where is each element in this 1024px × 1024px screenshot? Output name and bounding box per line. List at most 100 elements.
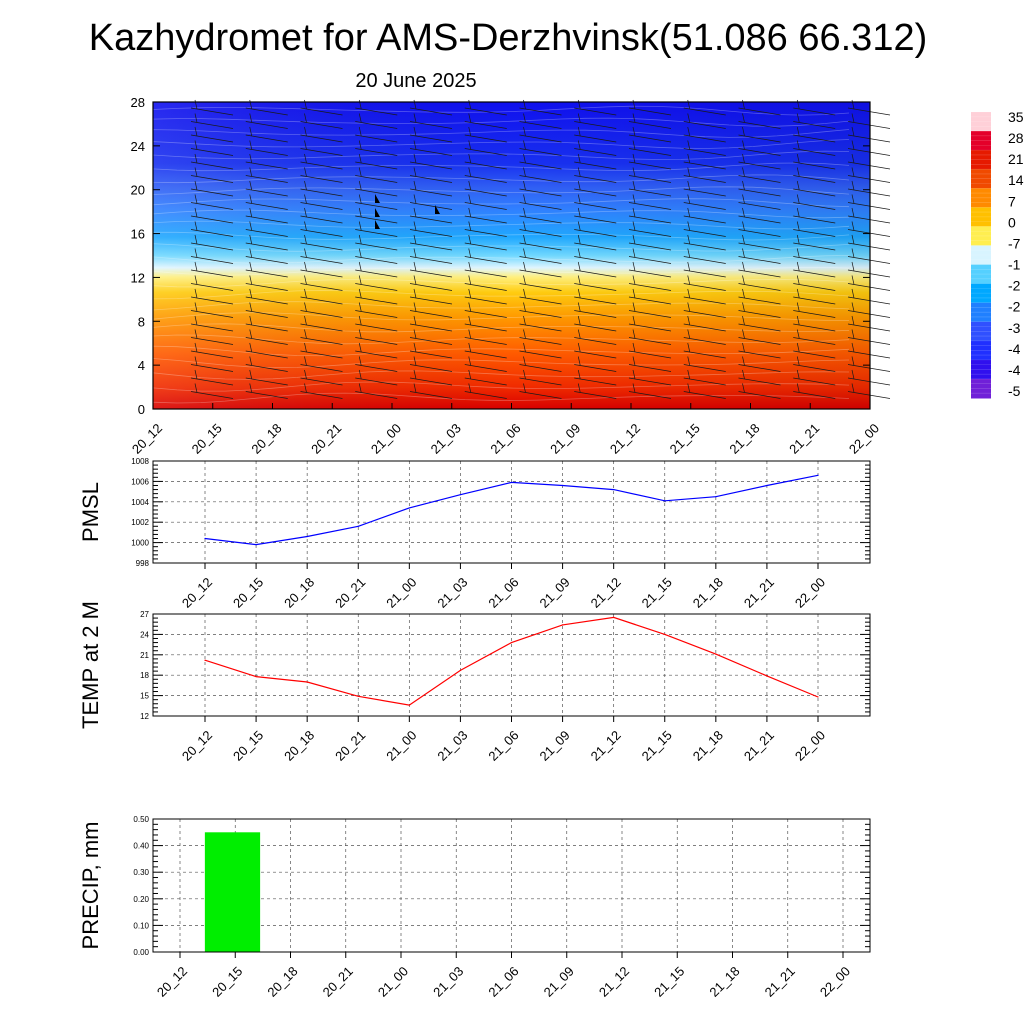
wind-barb xyxy=(409,275,453,291)
temp-point xyxy=(561,624,564,626)
precip-y-tick-label: 0.20 xyxy=(133,895,149,904)
wind-barb xyxy=(793,383,836,399)
wind-barb xyxy=(355,369,398,386)
wind-barb xyxy=(245,315,288,332)
wind-barb xyxy=(464,383,507,399)
wind-barb xyxy=(847,126,891,143)
wind-barb xyxy=(245,356,288,372)
wind-barb xyxy=(190,194,234,210)
wind-barb xyxy=(409,140,453,156)
wind-barb xyxy=(628,315,672,332)
wind-barb xyxy=(847,140,891,156)
pmsl-point xyxy=(255,544,257,546)
x-tick-label: 21_06 xyxy=(487,421,523,457)
wind-barb xyxy=(355,221,398,237)
wind-barb xyxy=(738,369,781,386)
wind-barb xyxy=(683,288,726,305)
y-tick-label: 0 xyxy=(138,402,145,417)
wind-barb xyxy=(190,234,234,251)
wind-barb xyxy=(683,383,726,399)
wind-barb xyxy=(409,383,453,399)
wind-barb xyxy=(519,342,562,359)
y-tick-label: 12 xyxy=(131,270,145,285)
wind-barb xyxy=(574,234,617,251)
wind-barb xyxy=(355,113,398,129)
y-tick-label: 4 xyxy=(138,358,145,373)
wind-barb xyxy=(245,207,288,224)
wind-barb xyxy=(738,153,781,170)
y-tick-label: 16 xyxy=(131,227,145,242)
wind-barb xyxy=(574,180,617,197)
wind-barb xyxy=(683,275,726,291)
wind-barb xyxy=(683,221,726,237)
pmsl-point xyxy=(408,507,410,509)
temp-point xyxy=(613,616,615,619)
wind-barb xyxy=(464,302,507,318)
colorbar-swatch xyxy=(971,340,991,361)
wind-barb xyxy=(300,288,343,305)
temp-y-tick-label: 15 xyxy=(140,692,149,701)
wind-barb xyxy=(300,221,343,237)
precip-y-tick-label: 0.00 xyxy=(133,948,149,957)
wind-barb xyxy=(190,261,234,278)
wind-barb xyxy=(464,126,507,143)
wind-barb xyxy=(245,275,288,291)
wind-barb xyxy=(519,248,562,264)
wind-barb xyxy=(847,207,891,224)
wind-barb xyxy=(245,153,288,170)
wind-barb xyxy=(245,248,288,264)
contour-line xyxy=(152,370,850,380)
wind-barb xyxy=(245,167,288,183)
wind-barb xyxy=(738,180,781,197)
x-tick-label: 22_00 xyxy=(846,421,882,457)
colorbar-label: -5 xyxy=(1008,383,1021,399)
precip-x-tick-label: 21_15 xyxy=(651,964,687,1000)
wind-barb xyxy=(245,180,288,197)
precip-x-tick-label: 21_03 xyxy=(430,964,466,1000)
wind-barb xyxy=(738,356,781,372)
wind-barb xyxy=(683,167,726,183)
wind-barb xyxy=(300,356,343,372)
wind-barb xyxy=(355,194,398,210)
wind-barb xyxy=(190,383,234,399)
wind-barb xyxy=(464,356,507,372)
wind-barb xyxy=(519,288,562,305)
temp-panel: 12 15 18 21 24 27 20_12 20_15 20_18 20_21 21_00 21_… xyxy=(78,601,871,764)
colorbar-swatch xyxy=(971,264,991,285)
pmsl-x-tick-label: 20_12 xyxy=(179,575,215,611)
wind-barb xyxy=(519,234,562,251)
temp-x-tick-label: 21_03 xyxy=(434,728,470,764)
wind-barb xyxy=(847,234,891,251)
wind-barb xyxy=(300,383,343,399)
colorbar-label: 0 xyxy=(1008,214,1016,230)
wind-barb xyxy=(793,369,836,386)
pmsl-x-tick-label: 21_03 xyxy=(434,575,470,611)
wind-barb xyxy=(464,194,507,210)
wind-barb xyxy=(793,153,836,170)
temp-x-tick-label: 21_12 xyxy=(588,728,624,764)
wind-barb xyxy=(190,315,234,332)
x-tick-label: 21_15 xyxy=(667,421,703,457)
contour-line xyxy=(152,312,850,321)
wind-barb xyxy=(738,275,781,291)
temp-x-tick-label: 21_06 xyxy=(485,728,521,764)
contour-line xyxy=(152,381,850,392)
wind-barb xyxy=(738,288,781,305)
wind-barb xyxy=(628,221,672,237)
wind-barb xyxy=(190,369,234,386)
pmsl-point xyxy=(715,496,717,498)
pmsl-x-tick-label: 20_21 xyxy=(332,575,368,611)
wind-barb xyxy=(355,329,398,345)
colorbar-label: 35 xyxy=(1008,109,1024,125)
wind-barb xyxy=(628,275,672,291)
pmsl-x-tick-label: 21_21 xyxy=(741,575,777,611)
wind-barb xyxy=(519,126,562,143)
wind-barb xyxy=(628,302,672,318)
wind-barb xyxy=(464,207,507,224)
wind-barb xyxy=(793,234,836,251)
wind-barb xyxy=(245,369,288,386)
pmsl-point xyxy=(510,481,513,484)
wind-barb xyxy=(628,369,672,386)
contour-line xyxy=(152,231,850,241)
